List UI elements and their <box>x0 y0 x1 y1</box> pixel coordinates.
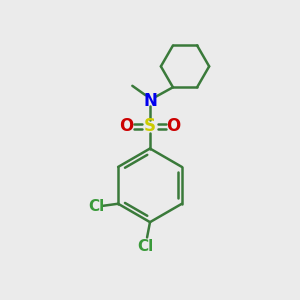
Text: S: S <box>144 117 156 135</box>
Text: Cl: Cl <box>137 239 154 254</box>
Text: O: O <box>167 117 181 135</box>
Text: O: O <box>119 117 134 135</box>
Text: Cl: Cl <box>88 199 104 214</box>
Text: N: N <box>143 92 157 110</box>
